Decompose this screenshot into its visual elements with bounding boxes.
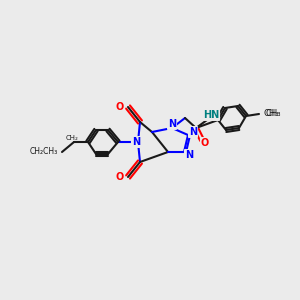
Text: CH₃: CH₃ bbox=[265, 110, 280, 118]
Text: O: O bbox=[116, 172, 124, 182]
Text: N: N bbox=[189, 127, 197, 137]
Text: N: N bbox=[168, 119, 176, 129]
Text: O: O bbox=[201, 138, 209, 148]
Text: HN: HN bbox=[203, 110, 219, 120]
Text: O: O bbox=[116, 102, 124, 112]
Text: N: N bbox=[132, 137, 140, 147]
Text: CH₃: CH₃ bbox=[263, 110, 278, 118]
Text: CH₂CH₃: CH₂CH₃ bbox=[30, 148, 58, 157]
Text: CH₂: CH₂ bbox=[66, 135, 78, 141]
Text: N: N bbox=[185, 150, 193, 160]
